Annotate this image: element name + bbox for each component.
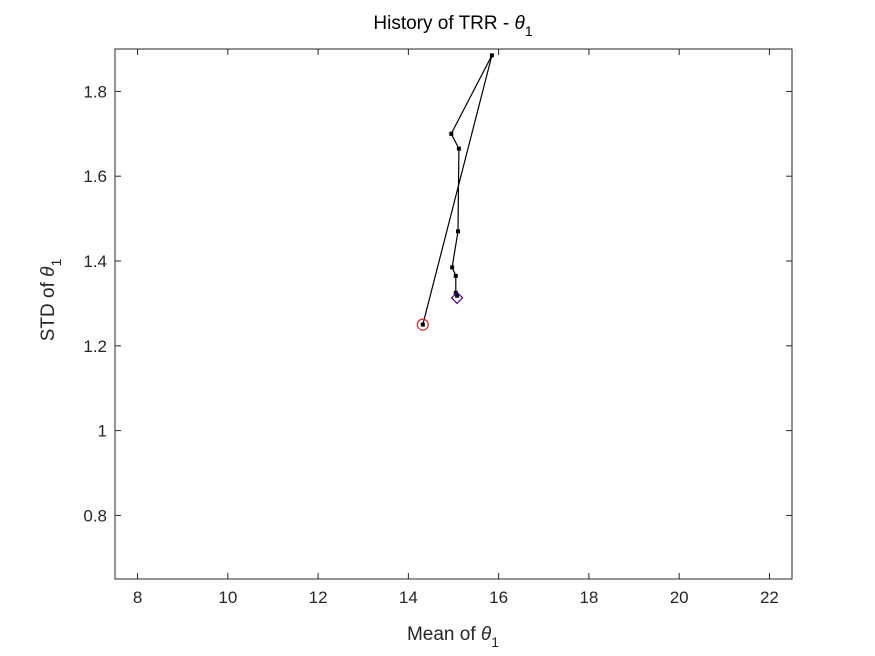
x-tick-label: 22 [760, 588, 779, 607]
chart-title-symbol: θ [515, 13, 526, 34]
x-axis-title-text: Mean of [407, 624, 481, 645]
chart-title: History of TRR - θ1 [373, 13, 532, 39]
y-axis-title-symbol: θ [38, 266, 59, 277]
trajectory-point [453, 273, 458, 278]
x-axis-title: Mean of θ1 [407, 624, 499, 650]
y-tick-label: 0.8 [83, 506, 107, 525]
x-axis-title-subscript: 1 [491, 634, 499, 650]
end-point-diamond [450, 291, 464, 305]
trajectory-point [489, 53, 494, 58]
y-tick-label: 1.4 [83, 252, 107, 271]
trajectory-point [449, 131, 454, 136]
x-tick-label: 20 [670, 588, 689, 607]
y-axis-title-text: STD of [38, 277, 59, 341]
trajectory-point [420, 322, 425, 327]
y-axis-title-subscript: 1 [48, 259, 64, 267]
x-tick-label: 16 [489, 588, 508, 607]
y-tick-label: 1 [98, 422, 107, 441]
chart-title-text: History of TRR - [373, 13, 514, 34]
chart-title-subscript: 1 [525, 23, 533, 39]
trajectory-point [453, 290, 458, 295]
trajectory-point [456, 229, 461, 234]
plot-frame [114, 48, 793, 580]
y-tick-label: 1.6 [83, 167, 107, 186]
y-tick-label: 1.8 [83, 82, 107, 101]
start-point-circle [416, 318, 429, 331]
y-axis-title: STD of θ1 [38, 259, 64, 342]
x-axis-title-symbol: θ [481, 624, 492, 645]
trajectory-point [450, 265, 455, 270]
x-tick-label: 18 [579, 588, 598, 607]
data-layer [416, 53, 494, 331]
x-tick-label: 8 [133, 588, 142, 607]
trajectory-point [455, 293, 460, 298]
trajectory-point [456, 146, 461, 151]
x-tick-label: 10 [218, 588, 237, 607]
y-tick-label: 1.2 [83, 337, 107, 356]
x-tick-label: 12 [309, 588, 328, 607]
x-tick-label: 14 [399, 588, 418, 607]
ticks-layer: 8 10 12 14 16 18 20 22 0.8 1 1.2 1.4 1.6 1.8 [83, 49, 792, 607]
